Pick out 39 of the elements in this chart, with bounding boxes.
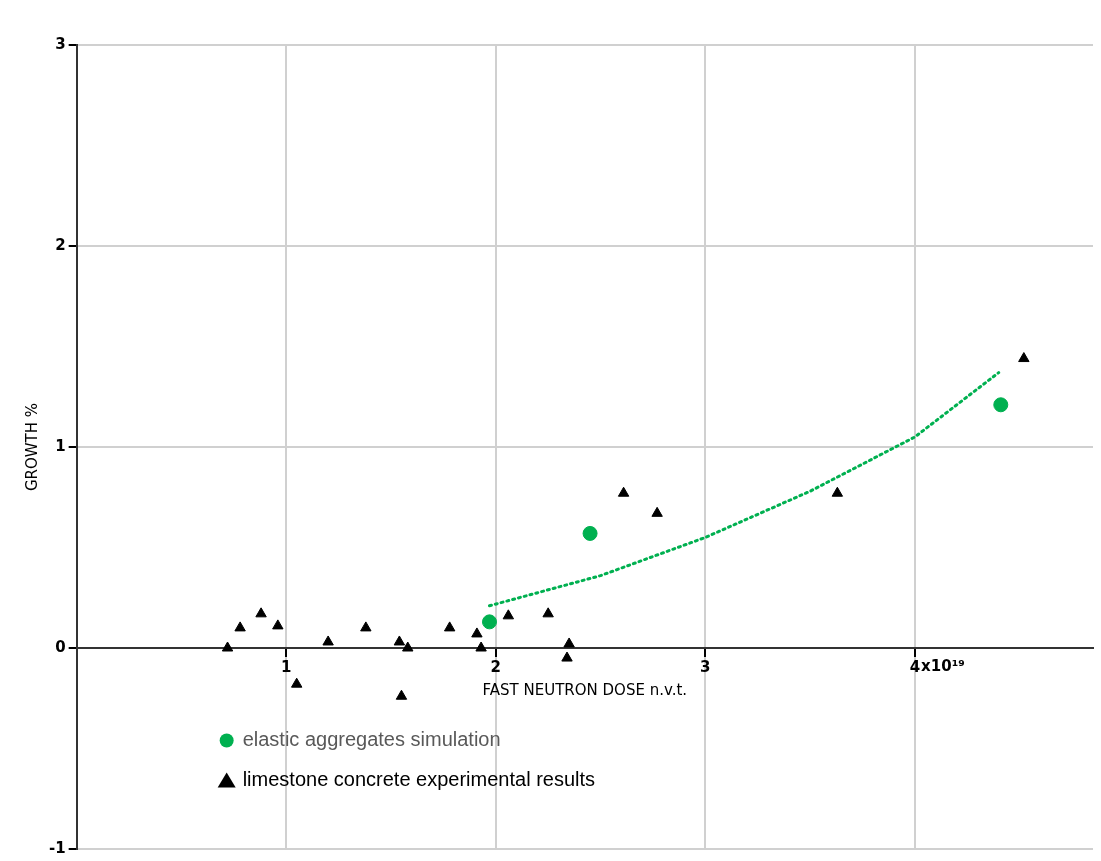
y-tick-label: 2 [55, 235, 66, 254]
point [542, 607, 554, 618]
point [475, 641, 487, 652]
point [582, 525, 598, 541]
x-tick-label: 4 [909, 657, 921, 676]
point [393, 635, 406, 646]
legend-label: elastic aggregates simulation [242, 727, 501, 750]
point [481, 614, 497, 630]
point [360, 621, 372, 632]
point [831, 486, 844, 497]
x-axis-title: FAST NEUTRON DOSE n.v.t. [482, 680, 688, 699]
y-tick-label: 3 [55, 34, 66, 53]
point [502, 609, 515, 620]
y-tick-label: 1 [55, 436, 66, 455]
point [651, 506, 663, 517]
x-tick-label: 3 [700, 657, 711, 676]
point [993, 397, 1009, 413]
point [402, 641, 414, 652]
y-tick-label: 0 [55, 637, 66, 656]
y-tick-label: -1 [48, 838, 66, 857]
point [1018, 352, 1030, 363]
line-series [487, 371, 1001, 608]
point [443, 621, 456, 632]
legend-label: limestone concrete experimental results [242, 767, 596, 790]
point [291, 677, 303, 688]
point [617, 486, 630, 497]
point [395, 689, 408, 700]
annotation: x10¹⁹ [921, 657, 965, 676]
point [221, 641, 234, 652]
point [272, 619, 284, 630]
x-tick-label: 2 [490, 657, 501, 676]
point [234, 621, 246, 632]
y-axis-title: GROWTH % [22, 402, 41, 492]
x-tick-label: 1 [281, 657, 292, 676]
point [563, 637, 575, 648]
point [322, 635, 334, 646]
point [255, 607, 267, 618]
point [471, 627, 483, 638]
point [561, 651, 573, 662]
